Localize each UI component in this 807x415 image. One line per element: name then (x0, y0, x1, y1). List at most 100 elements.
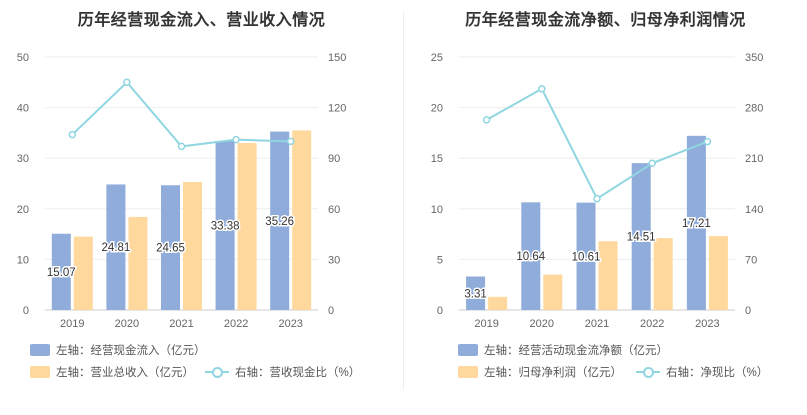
x-tick-label: 2020 (115, 318, 139, 330)
data-label: 24.65 (156, 243, 185, 255)
line-point (68, 130, 77, 139)
y-left-tick-label: 25 (431, 52, 443, 64)
bar-series-1 (466, 276, 486, 310)
line-point (232, 135, 240, 144)
y-right-tick-label: 0 (328, 305, 334, 317)
y-left-tick-label: 5 (437, 254, 443, 266)
bar-series-2 (598, 241, 618, 310)
chart-title: 历年经营现金流入、营业收入情况 (77, 12, 326, 29)
x-tick-label: 2021 (585, 318, 609, 330)
legend-label: 左轴：经营现金流入（亿元） (56, 345, 206, 357)
legend-swatch (458, 344, 478, 356)
legend-swatch (458, 366, 478, 378)
line-point (538, 85, 546, 93)
chart-plot-area: 0 10 20 30 40 50 0 30 60 90 120 150 2019 15.07 2020 24.… (17, 52, 347, 330)
line-series (486, 87, 708, 201)
y-right-tick-label: 120 (328, 103, 346, 115)
bar-series-2 (708, 236, 728, 310)
chart-panel-cashflow-inflow: 历年经营现金流入、营业收入情况 0 10 20 30 40 50 0 30 60 90 120 150… (0, 0, 403, 415)
legend-line-marker-icon (205, 366, 229, 378)
y-left-tick-label: 30 (17, 153, 29, 165)
x-tick-label: 2023 (278, 318, 302, 330)
y-right-tick-label: 280 (745, 103, 763, 115)
x-tick-label: 2022 (224, 318, 248, 330)
y-left-tick-label: 40 (17, 103, 29, 115)
legend-line-marker-icon (636, 366, 660, 378)
legend-swatch (30, 344, 50, 356)
bar-series-2 (653, 238, 673, 310)
x-tick-label: 2019 (474, 318, 498, 330)
legend-item-bar-1[interactable]: 左轴：经营现金流入（亿元） (30, 340, 206, 360)
legend-swatch (30, 366, 50, 378)
legend-item-bar-2[interactable]: 左轴：营业总收入（亿元） (30, 362, 194, 382)
line-point (593, 194, 601, 203)
bar-series-1 (686, 135, 706, 310)
bar-series-2 (73, 236, 93, 310)
y-left-tick-label: 0 (23, 305, 29, 317)
data-label: 15.07 (47, 267, 76, 279)
x-tick-label: 2022 (640, 318, 664, 330)
data-label: 10.61 (572, 251, 601, 263)
line-point (177, 142, 186, 151)
legend-label: 右轴：营收现金比（%） (235, 367, 361, 379)
line-point (648, 159, 656, 168)
bar-series-1 (270, 131, 290, 310)
legend-item-line[interactable]: 右轴：营收现金比（%） (205, 362, 360, 382)
x-tick-label: 2020 (530, 318, 554, 330)
line-point (703, 137, 712, 146)
y-right-tick-label: 350 (745, 52, 763, 64)
legend-label: 右轴：净现比（%） (666, 367, 769, 379)
legend-item-bar-1[interactable]: 左轴：经营活动现金流净额（亿元） (458, 340, 668, 360)
y-right-tick-label: 140 (745, 204, 763, 216)
bar-series-2 (237, 143, 257, 310)
data-label: 33.38 (211, 221, 240, 233)
x-tick-label: 2019 (60, 318, 84, 330)
y-left-tick-label: 20 (431, 103, 443, 115)
y-right-tick-label: 150 (328, 52, 346, 64)
y-right-tick-label: 70 (745, 254, 757, 266)
bar-series-2 (292, 130, 312, 310)
x-tick-label: 2023 (695, 318, 719, 330)
y-right-tick-label: 30 (328, 254, 340, 266)
bar-series-2 (128, 216, 148, 310)
y-left-tick-label: 0 (437, 305, 443, 317)
bar-series-2 (183, 181, 202, 310)
data-label: 3.31 (464, 288, 486, 300)
data-label: 10.64 (516, 251, 545, 263)
y-left-tick-label: 20 (17, 204, 29, 216)
data-label: 24.81 (102, 242, 131, 254)
legend-label: 左轴：归母净利润（亿元） (484, 367, 622, 379)
line-point (123, 78, 131, 87)
legend-item-bar-2[interactable]: 左轴：归母净利润（亿元） (458, 362, 622, 382)
data-label: 17.21 (682, 218, 711, 230)
y-left-tick-label: 10 (431, 204, 443, 216)
chart-plot-area: 0 5 10 15 20 25 0 70 140 210 280 350 2019 3.31 2020 10.… (431, 52, 764, 330)
y-right-tick-label: 210 (745, 153, 763, 165)
y-right-tick-label: 60 (328, 204, 340, 216)
legend-label: 左轴：营业总收入（亿元） (56, 367, 194, 379)
bar-series-1 (576, 202, 596, 310)
line-series (71, 80, 291, 148)
legend-item-line[interactable]: 右轴：净现比（%） (636, 362, 768, 382)
y-right-tick-label: 0 (745, 305, 751, 317)
bar-series-1 (215, 141, 235, 310)
panel-divider (403, 12, 404, 390)
line-point (482, 116, 491, 124)
data-label: 35.26 (265, 216, 294, 228)
line-point (286, 137, 295, 146)
bar-series-1 (161, 185, 180, 310)
chart-panel-cashflow-net: 历年经营现金流净额、归母净利润情况 0 5 10 15 20 25 0 70 140 210 280… (404, 0, 807, 415)
x-tick-label: 2021 (169, 318, 193, 330)
chart-title: 历年经营现金流净额、归母净利润情况 (465, 12, 746, 29)
bar-series-1 (51, 233, 71, 310)
y-left-tick-label: 50 (17, 52, 29, 64)
y-left-tick-label: 10 (17, 254, 29, 266)
y-left-tick-label: 15 (431, 153, 443, 165)
bar-series-1 (106, 184, 126, 310)
bar-series-2 (488, 296, 508, 310)
bar-series-2 (543, 274, 563, 310)
data-label: 14.51 (627, 232, 656, 244)
legend-label: 左轴：经营活动现金流净额（亿元） (484, 345, 668, 357)
y-right-tick-label: 90 (328, 153, 340, 165)
bar-series-1 (631, 163, 651, 310)
